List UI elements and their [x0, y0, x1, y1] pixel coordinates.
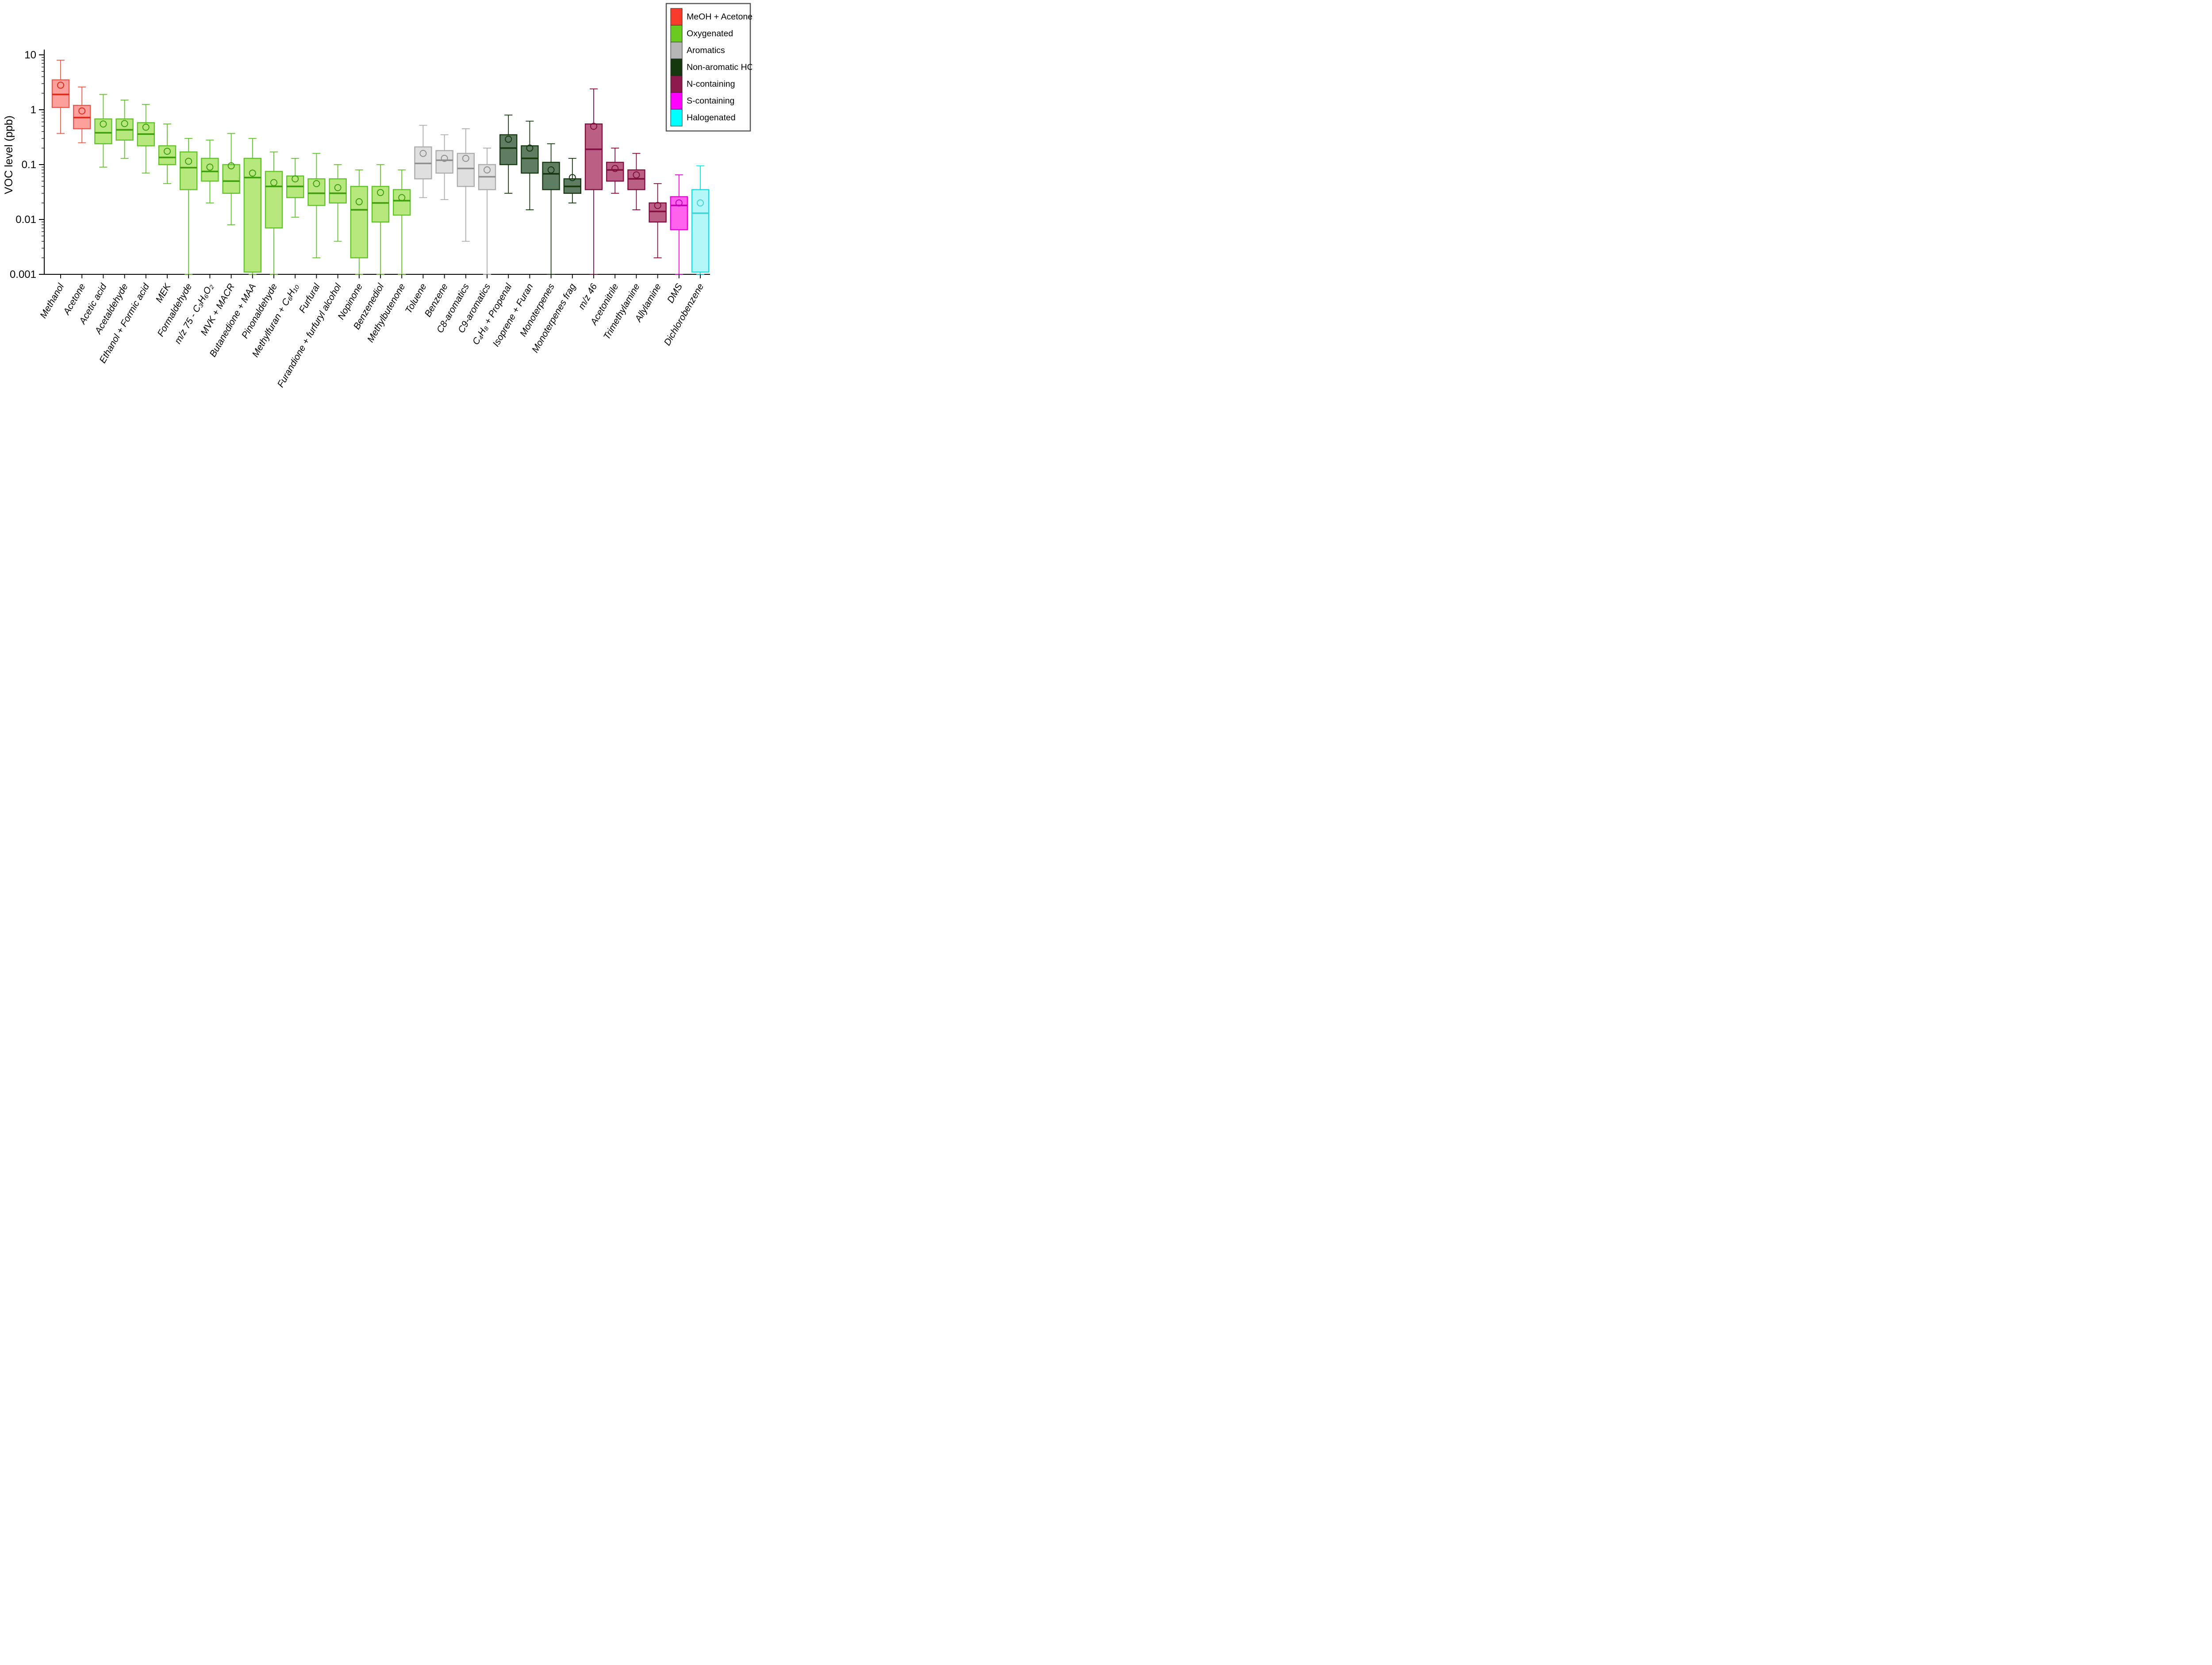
legend-swatch — [670, 92, 683, 110]
iqr-box — [457, 153, 475, 187]
iqr-box — [350, 186, 368, 258]
iqr-box — [265, 171, 283, 229]
mean-marker — [313, 180, 320, 188]
legend-swatch — [670, 8, 683, 26]
legend-swatch — [670, 42, 683, 59]
y-tick-label: 0.01 — [15, 214, 36, 226]
x-tick-label: m/z 46 — [576, 282, 599, 311]
mean-marker — [100, 120, 107, 128]
mean-marker — [185, 158, 192, 165]
iqr-box — [691, 189, 710, 273]
mean-marker — [121, 120, 128, 127]
mean-marker — [270, 179, 277, 186]
y-tick-label: 0.1 — [22, 159, 36, 171]
legend-label: Non-aromatic HC — [687, 62, 752, 72]
y-axis-title: VOC level (ppb) — [3, 115, 15, 194]
mean-marker — [654, 202, 661, 209]
mean-marker — [355, 198, 363, 206]
y-tick-label: 10 — [24, 49, 36, 61]
iqr-box — [201, 158, 219, 182]
iqr-box — [584, 123, 603, 190]
mean-marker — [526, 144, 534, 152]
mean-marker — [462, 154, 469, 162]
iqr-box — [94, 118, 112, 145]
mean-marker — [334, 184, 342, 192]
iqr-box — [670, 196, 688, 231]
mean-marker — [164, 147, 171, 155]
box-toluene: Toluene — [403, 125, 432, 315]
box-methanol: Methanol — [38, 60, 70, 320]
mean-marker — [547, 166, 555, 174]
mean-marker — [57, 81, 64, 89]
legend-item-non_aromatic_hc: Non-aromatic HC — [670, 58, 753, 76]
legend-item-halogenated: Halogenated — [670, 109, 736, 127]
legend-label: MeOH + Acetone — [687, 12, 752, 22]
y-tick-label: 1 — [31, 104, 36, 116]
mean-marker — [292, 175, 299, 183]
iqr-box — [649, 202, 667, 223]
mean-marker — [611, 165, 619, 172]
boxplot-canvas: VOC level (ppb) 0.0010.010.1110MethanolA… — [3, 3, 753, 389]
mean-marker — [419, 150, 427, 157]
iqr-box — [243, 158, 261, 273]
mean-marker — [249, 169, 256, 177]
mean-marker — [206, 163, 214, 171]
legend-item-n_containing: N-containing — [670, 75, 735, 93]
box-allylamine: Allylamine — [633, 183, 667, 324]
legend-item-meoh_acetone: MeOH + Acetone — [670, 8, 753, 26]
legend-label: Oxygenated — [687, 29, 733, 38]
legend-item-s_containing: S-containing — [670, 92, 734, 110]
mean-marker — [441, 154, 448, 162]
mean-marker — [398, 194, 406, 201]
legend: MeOH + Acetone Oxygenated Aromatics Non-aro… — [665, 3, 753, 132]
legend-swatch — [670, 75, 683, 93]
iqr-box — [627, 169, 645, 190]
legend-label: N-containing — [687, 79, 735, 89]
iqr-box — [307, 178, 326, 206]
iqr-box — [393, 189, 411, 216]
iqr-box — [180, 151, 198, 190]
iqr-box — [158, 145, 177, 165]
x-tick-label: MEK — [154, 281, 173, 304]
box-mek: MEK — [154, 123, 177, 304]
legend-label: Halogenated — [687, 113, 736, 123]
mean-marker — [568, 174, 576, 181]
iqr-box — [371, 186, 390, 223]
mean-marker — [590, 123, 597, 130]
voc-boxplot-figure: VOC level (ppb) 0.001 0.01 0.1 1 10 Methanol A… — [0, 0, 753, 416]
mean-marker — [697, 199, 704, 207]
mean-marker — [227, 162, 235, 169]
box-dms: DMS — [665, 174, 688, 305]
iqr-box — [521, 145, 539, 174]
legend-label: Aromatics — [687, 46, 725, 55]
mean-marker — [142, 123, 150, 131]
x-tick-label: Dichlorobenzene — [662, 282, 706, 347]
mean-marker — [78, 107, 86, 115]
mean-marker — [505, 135, 512, 143]
x-tick-label: DMS — [665, 282, 684, 305]
legend-item-aromatics: Aromatics — [670, 42, 725, 59]
legend-item-oxygenated: Oxygenated — [670, 25, 733, 42]
legend-swatch — [670, 109, 683, 127]
box-dichlorobenzene: Dichlorobenzene — [662, 165, 710, 347]
x-tick-label: m/z 75 - C₃H₆O₂ — [173, 282, 215, 346]
legend-swatch — [670, 58, 683, 76]
x-tick-label: Methanol — [38, 281, 66, 320]
mean-marker — [633, 171, 640, 179]
legend-label: S-containing — [687, 96, 734, 106]
mean-marker — [484, 166, 491, 174]
legend-swatch — [670, 25, 683, 42]
mean-marker — [377, 189, 384, 196]
y-tick-label: 0.001 — [10, 269, 36, 281]
mean-marker — [675, 199, 683, 207]
box-acetone: Acetone — [61, 86, 91, 317]
iqr-box — [499, 134, 518, 165]
iqr-box — [222, 164, 240, 194]
box-m-z-46: m/z 46 — [576, 88, 603, 311]
